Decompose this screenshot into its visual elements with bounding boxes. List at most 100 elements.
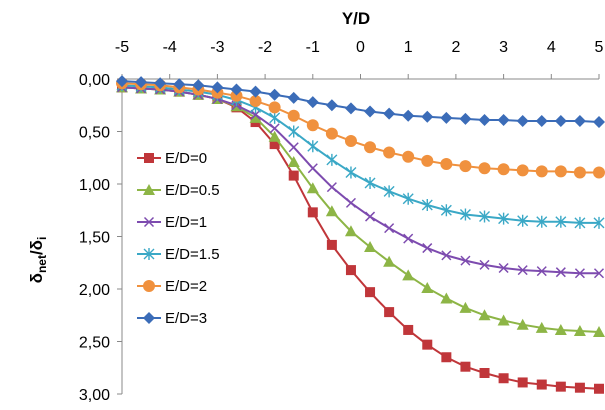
y-axis-title-main: δ <box>27 273 46 283</box>
data-point-marker <box>460 361 471 372</box>
data-point-marker <box>498 262 509 274</box>
data-point-marker <box>555 381 566 392</box>
data-point-marker <box>384 307 395 318</box>
data-point-marker <box>497 113 510 126</box>
x-axis-title: Y/D <box>342 9 370 28</box>
data-point-marker <box>287 91 300 104</box>
y-axis-title-sub2: i <box>35 237 49 240</box>
data-point-marker <box>288 125 300 138</box>
x-tick-label: 5 <box>595 39 604 56</box>
data-point-marker <box>116 75 128 88</box>
data-point-marker <box>344 102 357 115</box>
data-point-marker <box>230 89 243 102</box>
data-point-marker <box>554 323 567 335</box>
data-point-marker <box>517 265 528 276</box>
data-point-marker <box>421 281 434 293</box>
data-point-marker <box>421 199 433 211</box>
data-point-marker <box>230 83 243 96</box>
x-tick-label: 4 <box>547 39 556 56</box>
data-point-marker <box>364 241 377 252</box>
data-point-marker <box>383 146 396 159</box>
data-point-marker <box>383 185 395 198</box>
data-point-marker <box>192 79 205 92</box>
data-point-marker <box>554 115 567 127</box>
data-point-marker <box>497 163 510 176</box>
y-tick-label: 2,50 <box>79 335 110 352</box>
data-point-marker <box>325 99 338 112</box>
data-point-marker <box>211 81 224 94</box>
data-point-marker <box>306 119 319 132</box>
legend-item: E/D=0 <box>137 150 207 167</box>
y-tick-label: 0,50 <box>79 125 110 142</box>
data-point-marker <box>307 140 319 153</box>
legend-item: E/D=0.5 <box>137 182 220 199</box>
data-point-marker <box>459 112 472 125</box>
data-point-marker <box>422 339 433 350</box>
data-point-marker <box>326 239 337 250</box>
data-point-marker <box>325 127 338 140</box>
x-tick-label: -5 <box>115 39 129 56</box>
data-point-marker <box>536 379 547 390</box>
data-point-marker <box>344 134 357 147</box>
y-tick-label: 3,00 <box>79 387 110 404</box>
legend-item: E/D=1 <box>137 214 207 231</box>
data-point-marker <box>249 111 262 123</box>
data-point-marker <box>403 233 414 244</box>
data-point-marker <box>306 96 319 109</box>
data-point-marker <box>536 266 547 277</box>
data-point-marker <box>593 216 605 229</box>
x-tick-label: 0 <box>356 39 365 56</box>
legend-item: E/D=1.5 <box>137 246 220 263</box>
data-point-marker <box>365 287 376 298</box>
legend-marker <box>143 248 155 260</box>
legend-label: E/D=1.5 <box>165 246 220 263</box>
data-point-marker <box>479 210 491 223</box>
legend-marker <box>143 312 155 324</box>
x-tick-label: -3 <box>210 39 224 56</box>
data-point-marker <box>554 165 567 178</box>
legend-marker <box>143 216 155 228</box>
data-point-marker <box>535 165 548 178</box>
data-point-marker <box>421 154 434 167</box>
data-point-marker <box>535 115 548 127</box>
data-point-marker <box>250 109 261 120</box>
y-tick-label: 1,50 <box>79 230 110 247</box>
x-tick-label: 2 <box>451 39 460 56</box>
data-point-marker <box>516 318 529 330</box>
x-tick-label: 3 <box>499 39 508 56</box>
data-point-marker <box>173 78 186 91</box>
data-point-marker <box>364 105 377 118</box>
data-point-marker <box>593 326 605 338</box>
data-point-marker <box>478 113 491 126</box>
legend-marker <box>143 280 155 292</box>
data-point-marker <box>249 85 262 98</box>
y-axis-title: δnet/δi <box>27 237 49 284</box>
data-point-marker <box>383 107 396 120</box>
data-point-marker <box>288 170 299 181</box>
data-point-marker <box>421 110 434 123</box>
data-point-marker <box>460 255 471 266</box>
y-tick-label: 0,00 <box>79 72 110 89</box>
data-point-marker <box>135 76 148 89</box>
data-point-marker <box>536 215 548 228</box>
data-point-marker <box>479 259 490 270</box>
data-point-marker <box>326 153 338 166</box>
legend-label: E/D=3 <box>165 310 207 327</box>
x-tick-label: 1 <box>404 39 413 56</box>
axes: -5 -4 -3 -2 -1 0 1 2 3 4 5 0,00 0,50 1,00 1,50 2,00 2,50… <box>79 39 604 404</box>
data-point-marker <box>517 214 529 227</box>
data-point-marker <box>535 321 548 333</box>
data-point-marker <box>383 255 396 267</box>
data-point-marker <box>459 208 471 221</box>
x-tick-label: -2 <box>258 39 272 56</box>
data-point-marker <box>441 250 452 261</box>
data-point-marker <box>459 160 472 173</box>
data-point-marker <box>478 309 491 321</box>
data-point-marker <box>573 166 586 179</box>
y-axis-title-sub1: net <box>35 255 49 273</box>
data-point-marker <box>440 292 453 304</box>
data-point-marker <box>479 368 490 378</box>
data-point-marker <box>517 377 528 388</box>
data-point-marker <box>287 155 300 167</box>
